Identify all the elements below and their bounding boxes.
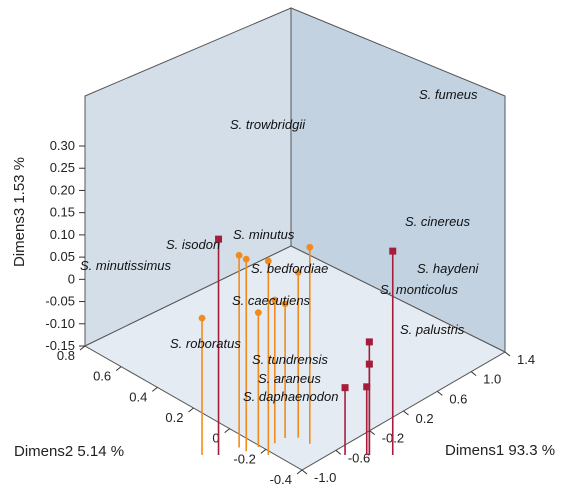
point-label: S. caecutiens: [232, 293, 311, 308]
point-label: S. cinereus: [405, 214, 471, 229]
point-label: S. bedfordiae: [251, 261, 328, 276]
axes: -0.15-0.10-0.0500.050.100.150.200.250.30…: [11, 138, 555, 487]
point-label: S. daphaenodon: [243, 389, 338, 404]
y-tick-mark: [224, 428, 230, 434]
data-points: [198, 235, 397, 392]
point-label: S. fumeus: [419, 87, 478, 102]
point-marker: [198, 314, 206, 322]
y-tick-label: 0: [212, 431, 219, 446]
y-tick-label: 0.4: [129, 389, 147, 404]
point-label: S. monticolus: [380, 282, 459, 297]
z-tick-label: -0.10: [45, 316, 75, 331]
z-tick-label: 0.20: [50, 182, 75, 197]
z-tick-label: 0.30: [50, 138, 75, 153]
point-marker: [365, 338, 373, 346]
point-marker: [306, 243, 314, 251]
x-tick-label: -1.0: [314, 470, 336, 485]
y-tick-mark: [260, 448, 267, 454]
point-marker: [389, 247, 397, 255]
point-labels: S. minutus S. isodon S. minutissimus S. bed…: [80, 87, 480, 404]
x-tick-mark: [504, 351, 511, 357]
point-label: S. minutus: [233, 227, 295, 242]
point-label: S. araneus: [258, 371, 321, 386]
y-tick-label: 0.2: [165, 410, 183, 425]
y-axis-label: Dimens2 5.14 %: [14, 443, 124, 460]
y-tick-mark: [188, 407, 194, 413]
point-marker: [271, 296, 279, 304]
x-tick-mark: [437, 390, 443, 396]
z-axis-label: Dimens3 1.53 %: [11, 157, 28, 267]
point-marker: [215, 235, 223, 243]
x-tick-mark: [470, 371, 477, 377]
y-tick-label: 0.8: [57, 348, 75, 363]
z-tick-label: 0.05: [50, 249, 75, 264]
x-tick-mark: [403, 410, 409, 416]
drop-lines: [201, 239, 394, 455]
point-label: S. isodon: [166, 237, 220, 252]
x-axis-label: Dimens1 93.3 %: [445, 442, 555, 459]
y-tick-label: -0.4: [270, 472, 292, 487]
point-label: S. roboratus: [170, 336, 241, 351]
x-tick-label: 1.4: [517, 352, 535, 367]
x-tick-mark: [301, 469, 308, 475]
x-tick-label: 0.2: [416, 411, 434, 426]
z-tick-label: -0.05: [45, 294, 75, 309]
z-tick-label: 0: [68, 271, 75, 286]
y-tick-label: -0.2: [233, 451, 255, 466]
point-marker: [294, 268, 302, 276]
z-tick-label: 0.15: [50, 205, 75, 220]
point-label: S. palustris: [400, 322, 465, 337]
point-label: S. haydeni: [417, 261, 480, 276]
y-tick-mark: [152, 386, 158, 392]
plot-box: [83, 7, 507, 471]
y-tick-mark: [79, 345, 86, 351]
point-marker: [365, 360, 373, 368]
point-label: S. trowbridgii: [230, 117, 306, 132]
point-marker: [264, 257, 272, 265]
z-tick-label: -0.15: [45, 338, 75, 353]
x-tick-label: 1.0: [483, 372, 501, 387]
x-tick-label: 0.6: [449, 391, 467, 406]
x-tick-mark: [335, 449, 342, 455]
z-tick-label: 0.25: [50, 160, 75, 175]
point-label: S. minutissimus: [80, 258, 172, 273]
y-tick-mark: [115, 366, 122, 372]
point-marker: [281, 300, 289, 308]
y-tick-label: 0.6: [93, 369, 111, 384]
point-label: S. tundrensis: [252, 352, 328, 367]
z-tick-label: 0.10: [50, 227, 75, 242]
point-marker: [235, 251, 243, 259]
y-tick-mark: [296, 469, 303, 475]
x-tick-label: -0.6: [348, 450, 370, 465]
point-marker: [254, 309, 262, 317]
point-marker: [363, 383, 371, 391]
point-marker: [341, 384, 349, 392]
point-marker: [242, 255, 250, 263]
x-tick-mark: [369, 430, 375, 436]
